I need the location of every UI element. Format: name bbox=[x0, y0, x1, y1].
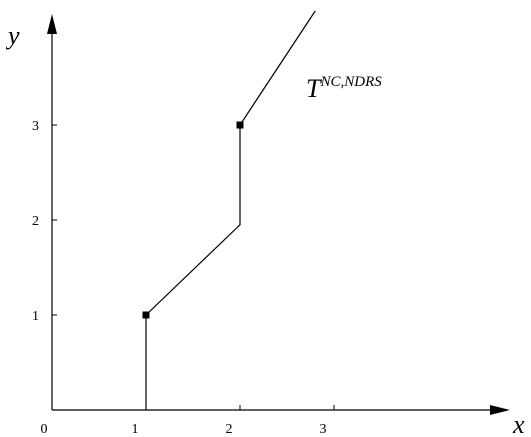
series-line bbox=[145, 10, 316, 410]
x-tick-label: 1 bbox=[132, 422, 139, 437]
y-tick-label: 1 bbox=[32, 309, 39, 324]
x-axis-label: x bbox=[512, 410, 525, 437]
curve-label: TNC,NDRS bbox=[306, 74, 382, 103]
x-axis bbox=[52, 405, 510, 415]
y-axis-label: y bbox=[5, 21, 20, 50]
x-axis-arrow bbox=[490, 405, 510, 415]
x-tick-label: 3 bbox=[320, 422, 327, 437]
ticks bbox=[52, 124, 335, 410]
markers bbox=[142, 121, 244, 319]
x-tick-label: 2 bbox=[226, 422, 233, 437]
origin-label: 0 bbox=[41, 422, 48, 437]
y-axis-arrow bbox=[47, 14, 57, 34]
curve-label-superscript: NC,NDRS bbox=[319, 74, 382, 90]
point-marker bbox=[236, 121, 244, 129]
y-axis bbox=[47, 14, 57, 410]
point-marker bbox=[142, 311, 150, 319]
y-tick-label: 3 bbox=[32, 119, 39, 134]
y-tick-label: 2 bbox=[32, 214, 39, 229]
tick-labels: 1 2 3 1 2 3 bbox=[32, 119, 327, 437]
curve-label-base: T bbox=[306, 74, 322, 103]
